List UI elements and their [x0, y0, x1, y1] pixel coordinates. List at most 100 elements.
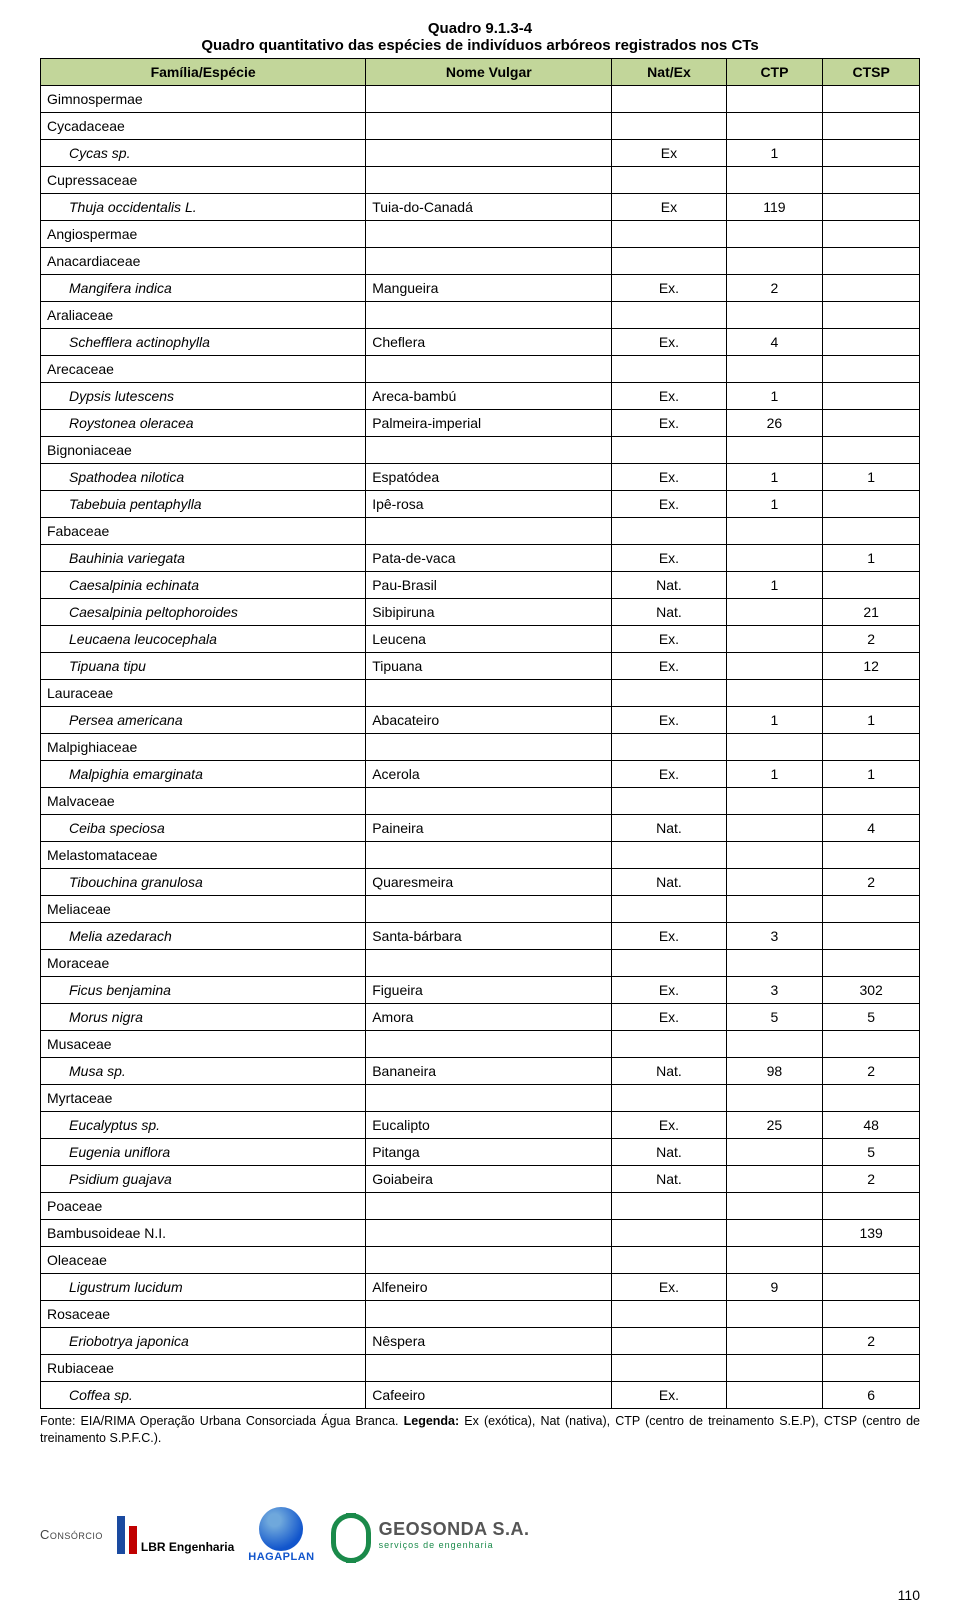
cell-natex: [612, 248, 726, 275]
cell-family: Tabebuia pentaphylla: [41, 491, 366, 518]
table-row: Eugenia unifloraPitangaNat.5: [41, 1139, 920, 1166]
cell-vulgar: Tipuana: [366, 653, 612, 680]
cell-natex: [612, 302, 726, 329]
table-row: Meliaceae: [41, 896, 920, 923]
cell-ctp: [726, 680, 823, 707]
cell-natex: [612, 1193, 726, 1220]
cell-vulgar: [366, 788, 612, 815]
cell-natex: Nat.: [612, 1058, 726, 1085]
cell-ctsp: [823, 923, 920, 950]
cell-natex: Ex.: [612, 761, 726, 788]
cell-ctp: [726, 1139, 823, 1166]
cell-vulgar: Paineira: [366, 815, 612, 842]
cell-ctp: [726, 896, 823, 923]
cell-vulgar: [366, 1220, 612, 1247]
cell-natex: Ex.: [612, 464, 726, 491]
cell-ctp: [726, 653, 823, 680]
cell-ctp: [726, 113, 823, 140]
cell-family: Angiospermae: [41, 221, 366, 248]
cell-vulgar: Alfeneiro: [366, 1274, 612, 1301]
cell-vulgar: [366, 167, 612, 194]
cell-vulgar: Acerola: [366, 761, 612, 788]
cell-vulgar: [366, 113, 612, 140]
cell-ctsp: [823, 113, 920, 140]
cell-ctsp: 5: [823, 1004, 920, 1031]
cell-ctsp: [823, 329, 920, 356]
cell-ctp: [726, 1328, 823, 1355]
cell-ctp: 119: [726, 194, 823, 221]
cell-ctp: [726, 1382, 823, 1409]
table-row: Cycas sp.Ex1: [41, 140, 920, 167]
cell-vulgar: Ipê-rosa: [366, 491, 612, 518]
table-row: Rosaceae: [41, 1301, 920, 1328]
cell-family: Schefflera actinophylla: [41, 329, 366, 356]
hagaplan-icon: [259, 1507, 303, 1551]
table-title: Quadro quantitativo das espécies de indi…: [40, 37, 920, 54]
cell-natex: [612, 221, 726, 248]
cell-ctsp: [823, 275, 920, 302]
table-row: Ficus benjaminaFigueiraEx.3302: [41, 977, 920, 1004]
cell-natex: Ex: [612, 140, 726, 167]
cell-ctp: [726, 518, 823, 545]
table-row: Spathodea niloticaEspatódeaEx.11: [41, 464, 920, 491]
cell-natex: Ex.: [612, 1382, 726, 1409]
cell-vulgar: [366, 248, 612, 275]
cell-family: Fabaceae: [41, 518, 366, 545]
cell-family: Musa sp.: [41, 1058, 366, 1085]
cell-ctsp: [823, 518, 920, 545]
cell-family: Coffea sp.: [41, 1382, 366, 1409]
table-row: Melastomataceae: [41, 842, 920, 869]
cell-family: Morus nigra: [41, 1004, 366, 1031]
cell-ctsp: [823, 356, 920, 383]
cell-family: Poaceae: [41, 1193, 366, 1220]
table-row: Dypsis lutescensAreca-bambúEx.1: [41, 383, 920, 410]
cell-natex: [612, 86, 726, 113]
table-row: Caesalpinia peltophoroidesSibipirunaNat.…: [41, 599, 920, 626]
cell-natex: [612, 518, 726, 545]
cell-ctsp: 1: [823, 761, 920, 788]
cell-ctp: 26: [726, 410, 823, 437]
cell-ctsp: 139: [823, 1220, 920, 1247]
cell-family: Myrtaceae: [41, 1085, 366, 1112]
cell-ctp: [726, 1031, 823, 1058]
cell-ctp: 5: [726, 1004, 823, 1031]
table-row: Malpighiaceae: [41, 734, 920, 761]
cell-ctsp: [823, 1274, 920, 1301]
cell-natex: Ex.: [612, 923, 726, 950]
geosonda-sub: serviços de engenharia: [379, 1540, 530, 1550]
hagaplan-logo: HAGAPLAN: [248, 1507, 314, 1563]
cell-ctsp: [823, 1301, 920, 1328]
table-row: Oleaceae: [41, 1247, 920, 1274]
cell-ctsp: 1: [823, 545, 920, 572]
cell-ctp: [726, 1085, 823, 1112]
lbr-bar-blue: [117, 1516, 125, 1554]
cell-family: Roystonea oleracea: [41, 410, 366, 437]
cell-natex: [612, 167, 726, 194]
cell-vulgar: [366, 950, 612, 977]
cell-vulgar: [366, 140, 612, 167]
cell-ctsp: [823, 1085, 920, 1112]
cell-ctp: [726, 221, 823, 248]
cell-ctp: [726, 302, 823, 329]
cell-ctp: [726, 167, 823, 194]
cell-family: Ficus benjamina: [41, 977, 366, 1004]
cell-vulgar: Pau-Brasil: [366, 572, 612, 599]
lbr-text: LBR Engenharia: [141, 1540, 234, 1554]
table-row: Moraceae: [41, 950, 920, 977]
table-row: Eucalyptus sp.EucaliptoEx.2548: [41, 1112, 920, 1139]
cell-ctp: [726, 869, 823, 896]
cell-ctp: 1: [726, 383, 823, 410]
table-row: Leucaena leucocephalaLeucenaEx.2: [41, 626, 920, 653]
cell-ctp: [726, 1355, 823, 1382]
cell-vulgar: [366, 1193, 612, 1220]
cell-natex: [612, 1247, 726, 1274]
table-row: Coffea sp.CafeeiroEx.6: [41, 1382, 920, 1409]
cell-natex: Ex.: [612, 383, 726, 410]
cell-family: Anacardiaceae: [41, 248, 366, 275]
cell-ctsp: [823, 167, 920, 194]
cell-ctsp: 4: [823, 815, 920, 842]
lbr-bar-red: [129, 1526, 137, 1554]
cell-vulgar: Cheflera: [366, 329, 612, 356]
cell-natex: Nat.: [612, 815, 726, 842]
cell-ctp: [726, 1193, 823, 1220]
